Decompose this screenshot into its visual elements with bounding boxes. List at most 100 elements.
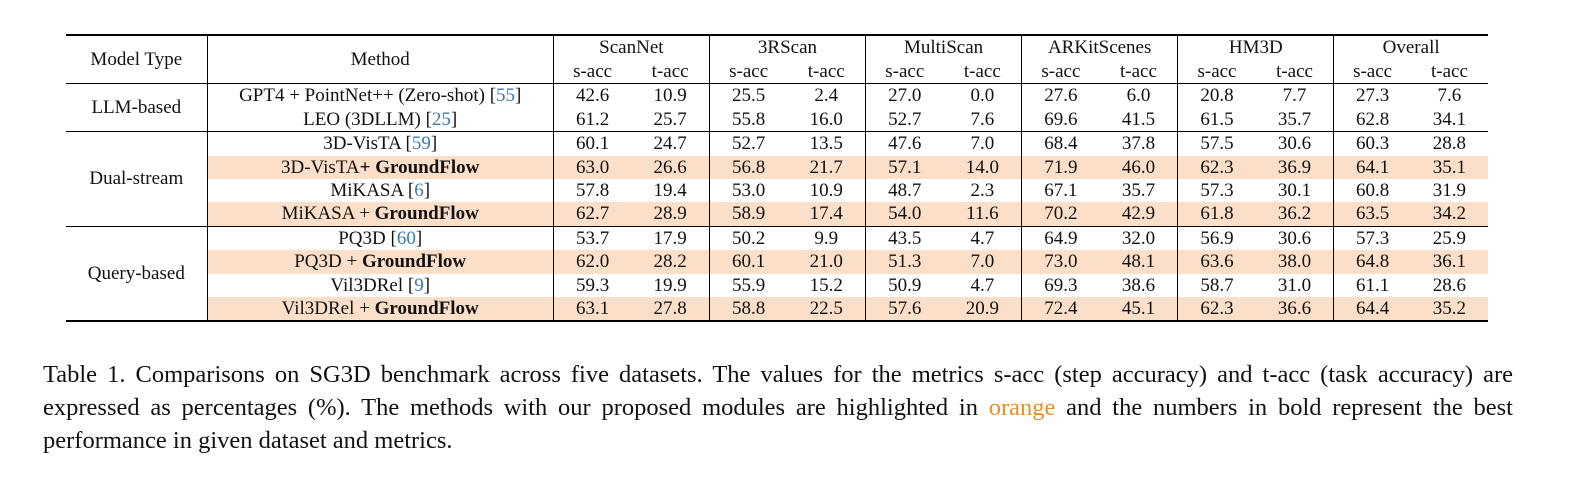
value-cell: 2.4 xyxy=(787,83,867,108)
method-module-name: GroundFlow xyxy=(361,251,467,273)
value-cell: 57.5 xyxy=(1177,131,1256,156)
caption-text: Table 1. Comparisons on SG3D benchmark a… xyxy=(43,361,1513,421)
method-cell: MiKASA [6] xyxy=(207,179,554,203)
value-cell: 64.8 xyxy=(1333,250,1411,274)
value-cell: 50.9 xyxy=(888,274,922,296)
value-cell: 56.9 xyxy=(1177,225,1256,251)
value-cell: 53.7 xyxy=(553,225,632,251)
citation-bracket: ] xyxy=(430,133,438,155)
method-module-name: GroundFlow xyxy=(374,203,479,225)
value-cell: 35.7 xyxy=(1255,107,1335,132)
value-cell: 32.0 xyxy=(1099,225,1179,251)
table-caption: Table 1. Comparisons on SG3D benchmark a… xyxy=(43,358,1513,457)
value-cell: 60.1 xyxy=(553,131,632,156)
value-cell: 73.0 xyxy=(1021,250,1100,274)
value-cell: 68.4 xyxy=(1021,131,1100,156)
value-cell: 21.0 xyxy=(787,250,867,274)
value-cell: 28.9 xyxy=(631,202,710,227)
value-cell: 36.2 xyxy=(1255,202,1335,227)
dataset-header: Overall xyxy=(1382,37,1440,59)
value-cell: 47.6 xyxy=(865,131,944,156)
value-cell: 51.3 xyxy=(865,250,944,274)
citation-bracket: ] xyxy=(515,85,522,107)
citation-link[interactable]: 6 xyxy=(414,180,424,202)
table-row: MiKASA [6] 57.8 19.4 53.0 10.9 48.7 2.3 67.1 35.… xyxy=(66,179,1488,203)
value-cell: 62.3 xyxy=(1177,155,1256,180)
value-cell: 59.3 xyxy=(575,274,610,296)
citation-bracket: ] xyxy=(423,180,431,202)
value-cell: 25.5 xyxy=(709,83,788,108)
value-cell: 48.7 xyxy=(888,180,922,202)
value-cell: 28.6 xyxy=(1432,274,1467,296)
value-cell: 27.0 xyxy=(865,83,944,108)
metric-header: t-acc xyxy=(787,60,867,85)
method-cell: MiKASA + GroundFlow xyxy=(207,202,554,227)
value-cell: 17.9 xyxy=(631,225,710,251)
value-cell: 58.7 xyxy=(1200,274,1234,296)
table-body: LLM-based GPT4 + PointNet++ (Zero-shot) [… xyxy=(66,83,1488,322)
value-cell: 19.4 xyxy=(631,179,710,203)
value-cell: 30.1 xyxy=(1255,179,1335,203)
method-cell: 3D-VisTA+ GroundFlow xyxy=(207,155,554,180)
value-cell: 60.1 xyxy=(709,250,788,274)
metric-header: t-acc xyxy=(631,60,710,85)
citation-link[interactable]: 25 xyxy=(431,108,451,130)
value-cell: 41.5 xyxy=(1099,107,1179,132)
model-type-header: Model Type xyxy=(66,35,208,85)
value-cell: 20.9 xyxy=(943,297,1023,322)
value-cell: 54.0 xyxy=(865,202,944,227)
value-cell: 57.3 xyxy=(1200,180,1234,202)
value-cell: 28.8 xyxy=(1410,131,1488,156)
table-row: 3D-VisTA+ GroundFlow 63.0 26.6 56.8 21.7 57.1… xyxy=(66,155,1488,180)
model-type-cell: Query-based xyxy=(66,225,208,322)
method-name: MiKASA xyxy=(330,180,408,202)
value-cell: 58.8 xyxy=(709,297,788,322)
value-cell: 13.5 xyxy=(787,131,867,156)
value-cell: 6.0 xyxy=(1099,83,1179,108)
value-cell: 14.0 xyxy=(943,155,1023,180)
method-header: Method xyxy=(207,35,554,85)
metric-header: t-acc xyxy=(943,60,1023,85)
citation-link[interactable]: 60 xyxy=(396,227,416,249)
value-cell: 64.4 xyxy=(1333,297,1411,322)
value-cell: 69.3 xyxy=(1044,274,1078,296)
value-cell: 71.9 xyxy=(1021,155,1100,180)
citation-bracket: [ xyxy=(390,227,397,249)
value-cell: 4.7 xyxy=(943,225,1023,251)
method-cell: Vil3DRel + GroundFlow xyxy=(207,297,554,322)
value-cell: 53.0 xyxy=(732,180,766,202)
value-cell: 60.8 xyxy=(1355,180,1390,202)
model-type-cell: Dual-stream xyxy=(66,131,208,227)
value-cell: 25.9 xyxy=(1410,225,1488,251)
table-row: Vil3DRel [9] 59.3 19.9 55.9 15.2 50.9 4.7 69.3 3… xyxy=(66,273,1488,298)
citation-link[interactable]: 9 xyxy=(414,274,424,296)
method-cell: 3D-VisTA [59] xyxy=(207,131,554,156)
method-cell: LEO (3DLLM) [25] xyxy=(207,107,554,132)
value-cell: 7.0 xyxy=(943,131,1023,156)
value-cell: 61.8 xyxy=(1177,202,1256,227)
metric-header: s-acc xyxy=(1333,60,1411,85)
citation-bracket: ] xyxy=(415,227,423,249)
value-cell: 0.0 xyxy=(943,83,1023,108)
method-name: LEO (3DLLM) xyxy=(303,108,426,130)
metric-header: s-acc xyxy=(1021,60,1100,85)
method-module-name: + GroundFlow xyxy=(359,156,480,178)
value-cell: 20.8 xyxy=(1177,83,1256,108)
citation-link[interactable]: 55 xyxy=(496,85,516,107)
citation-link[interactable]: 59 xyxy=(411,133,431,155)
method-name: 3D-VisTA xyxy=(323,133,406,155)
value-cell: 63.5 xyxy=(1333,202,1411,227)
method-name: GPT4 + PointNet++ (Zero-shot) xyxy=(239,85,490,107)
value-cell: 57.1 xyxy=(865,155,944,180)
value-cell: 42.6 xyxy=(553,83,632,108)
value-cell: 35.2 xyxy=(1410,297,1488,322)
value-cell: 63.1 xyxy=(553,297,632,322)
method-module-name: GroundFlow xyxy=(374,298,479,320)
dataset-header: 3RScan xyxy=(709,35,867,60)
method-cell: PQ3D + GroundFlow xyxy=(207,250,554,274)
value-cell: 38.0 xyxy=(1255,250,1335,274)
value-cell: 45.1 xyxy=(1099,297,1179,322)
model-type-cell: LLM-based xyxy=(66,83,208,132)
method-cell: PQ3D [60] xyxy=(207,225,554,251)
metric-header: s-acc xyxy=(553,60,632,85)
